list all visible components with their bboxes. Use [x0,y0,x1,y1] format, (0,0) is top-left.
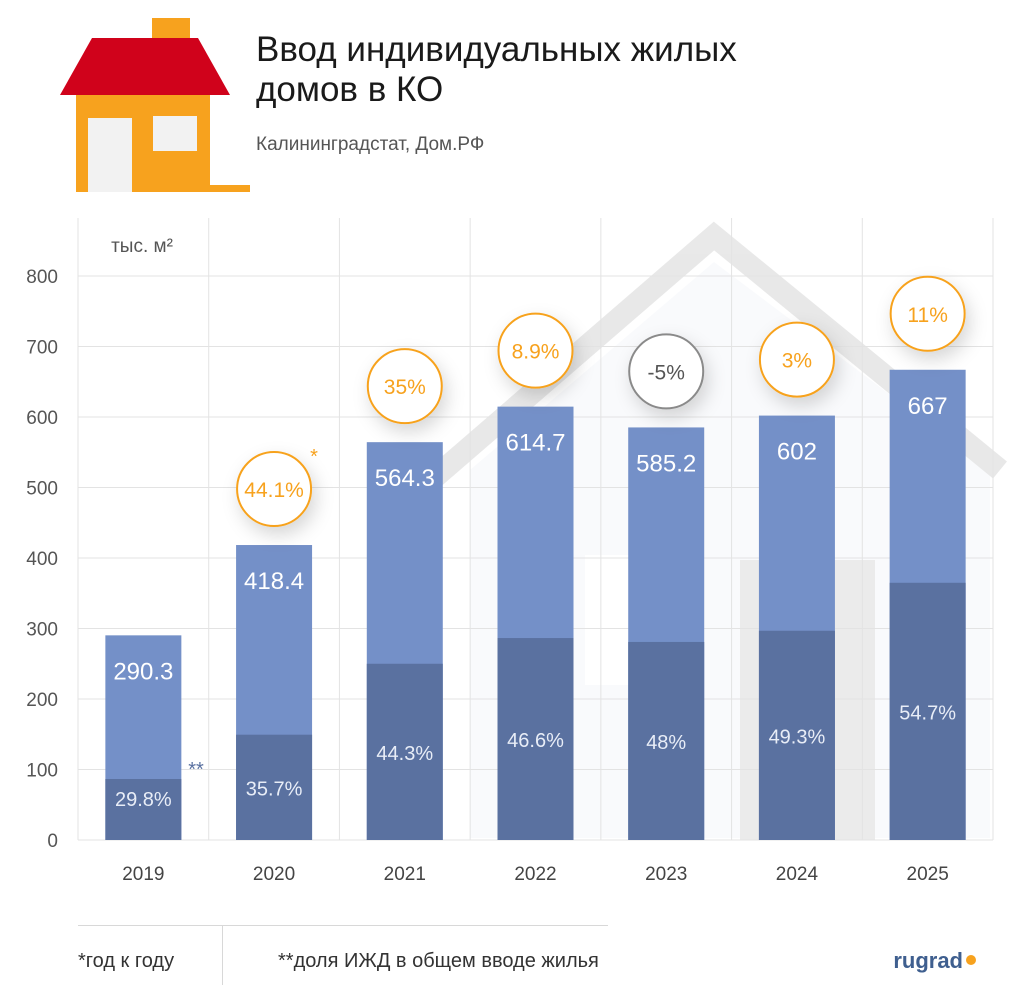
y-axis-unit: тыс. м² [111,236,173,257]
y-tick-label: 400 [26,549,58,570]
growth-label: 11% [907,304,947,327]
x-tick-label: 2025 [907,864,949,885]
growth-circle [366,348,443,425]
bar-value-label: 418.4 [244,568,304,595]
growth-label: 44.1% [244,479,304,502]
growth-circle [236,451,313,528]
growth-footnote-marker: * [310,446,318,468]
growth-label: -5% [648,361,685,384]
share-footnote-marker: ** [188,759,204,781]
bar-share[interactable] [758,630,835,840]
y-tick-label: 200 [26,690,58,711]
bar-share[interactable] [628,641,705,840]
x-tick-label: 2022 [514,864,556,885]
house-icon [60,18,250,192]
x-tick-label: 2019 [122,864,164,885]
y-tick-label: 300 [26,620,58,641]
bar-share[interactable] [366,663,443,840]
growth-label: 3% [782,350,812,373]
chart-title: Ввод индивидуальных жилых домов в КО [256,30,737,109]
bar-share-label: 54.7% [899,702,956,724]
x-tick-label: 2023 [645,864,687,885]
footnote-share: **доля ИЖД в общем вводе жилья [278,950,599,972]
growth-label: 35% [384,376,426,399]
footer-separator [222,925,223,985]
bar-share-label: 44.3% [376,743,433,765]
bar-value-label: 667 [908,393,948,420]
bar-value-label: 290.3 [113,658,173,685]
bar-share[interactable] [497,638,574,840]
bar-share[interactable] [889,582,966,840]
bar-share-label: 29.8% [115,789,172,811]
bar-share[interactable] [105,779,182,840]
bar-value-label: 614.7 [505,430,565,457]
bar-share-label: 49.3% [769,726,826,748]
bar-share-label: 35.7% [246,778,303,800]
x-tick-label: 2021 [384,864,426,885]
growth-circle [628,333,705,410]
bar-value-label: 564.3 [375,465,435,492]
y-tick-label: 500 [26,479,58,500]
bar-share[interactable] [236,734,313,840]
growth-circle [889,275,966,352]
y-tick-label: 800 [26,267,58,288]
x-tick-label: 2020 [253,864,295,885]
bar-chart: 0 100 200 300 400 500 600 700 800 тыс. м² 290.3 29.… [26,218,1007,885]
footnote-year-over-year: *год к году [78,950,175,972]
growth-circle [758,321,835,398]
logo-dot-icon [966,955,976,965]
chart-source: Калининградстат, Дом.РФ [256,134,485,155]
growth-label: 8.9% [512,341,560,364]
x-tick-label: 2024 [776,864,819,885]
logo-text: rugrad [893,948,963,973]
bar-value-label: 585.2 [636,450,696,477]
y-tick-label: 700 [26,338,58,359]
growth-circle [497,312,574,389]
bar-share-label: 46.6% [507,730,564,752]
bar-value-label: 602 [777,439,817,466]
bar-share-label: 48% [646,732,686,754]
y-tick-label: 100 [26,761,58,782]
rugrad-logo[interactable]: rugrad [893,948,976,974]
header: Ввод индивидуальных жилых домов в КО Кал… [0,0,1018,200]
footer-divider [78,925,608,926]
y-tick-label: 600 [26,408,58,429]
y-tick-label: 0 [47,831,58,852]
